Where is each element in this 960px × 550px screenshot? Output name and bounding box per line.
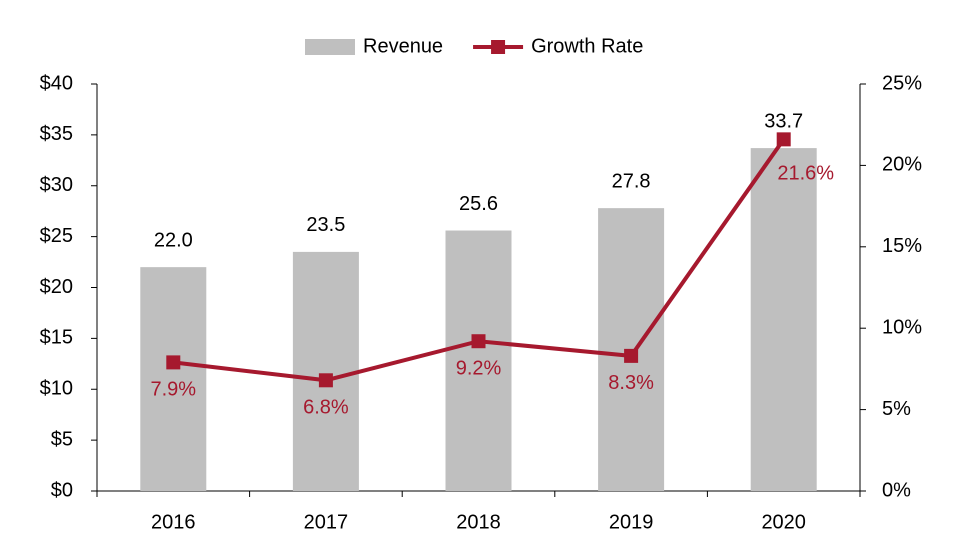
line-value-label: 8.3% <box>608 372 654 394</box>
x-tick-label: 2019 <box>609 511 654 533</box>
line-marker <box>776 132 791 147</box>
line-value-label: 6.8% <box>303 397 349 419</box>
y2-tick-label: 15% <box>882 235 922 257</box>
y2-tick-label: 10% <box>882 316 922 338</box>
bar <box>140 267 207 491</box>
line-marker <box>471 334 486 349</box>
y-tick-label: $5 <box>51 428 73 450</box>
x-tick-label: 2017 <box>304 511 349 533</box>
legend-label: Revenue <box>363 35 443 57</box>
y-tick-label: $25 <box>40 225 73 247</box>
line-marker <box>318 373 333 388</box>
legend-label: Growth Rate <box>531 35 643 57</box>
y-tick-label: $0 <box>51 479 73 501</box>
y-tick-label: $30 <box>40 174 73 196</box>
line-marker <box>624 348 639 363</box>
y-tick-label: $15 <box>40 327 73 349</box>
y-tick-label: $20 <box>40 276 73 298</box>
bar-value-label: 27.8 <box>612 170 651 192</box>
y-tick-label: $10 <box>40 378 73 400</box>
bar-value-label: 22.0 <box>154 229 193 251</box>
y2-tick-label: 5% <box>882 398 911 420</box>
line-marker <box>166 355 181 370</box>
x-tick-label: 2018 <box>456 511 501 533</box>
x-tick-label: 2016 <box>151 511 196 533</box>
y2-tick-label: 20% <box>882 154 922 176</box>
bar-value-label: 23.5 <box>306 214 345 236</box>
bar <box>292 251 359 491</box>
line-value-label: 9.2% <box>456 358 502 380</box>
y-tick-label: $35 <box>40 123 73 145</box>
line-value-label: 7.9% <box>151 379 197 401</box>
y2-tick-label: 0% <box>882 479 911 501</box>
bar-value-label: 33.7 <box>764 110 803 132</box>
legend-swatch <box>305 39 355 55</box>
bar <box>750 148 817 492</box>
y2-tick-label: 25% <box>882 72 922 94</box>
legend-marker <box>491 40 506 54</box>
line-value-label: 21.6% <box>777 163 834 185</box>
x-tick-label: 2020 <box>761 511 806 533</box>
bar <box>445 230 512 491</box>
bar-value-label: 25.6 <box>459 193 498 215</box>
y-tick-label: $40 <box>40 72 73 94</box>
